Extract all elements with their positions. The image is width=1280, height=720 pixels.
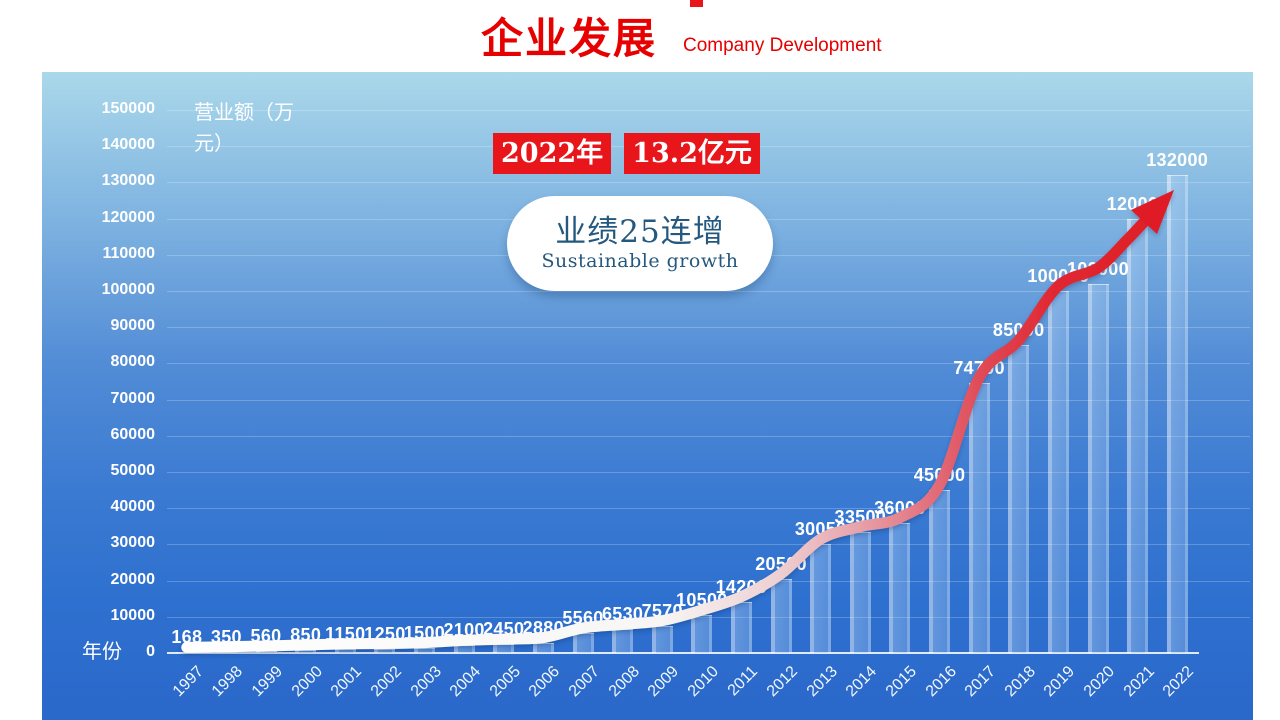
y-tick-label: 20000 (110, 570, 156, 588)
y-axis-title: 营业额（万元） (194, 102, 294, 155)
bar-2022 (1166, 175, 1188, 653)
y-tick-label: 90000 (110, 317, 156, 335)
y-tick-label: 80000 (110, 353, 156, 371)
gridline (167, 182, 1250, 184)
y-tick-label: 0 (146, 643, 155, 660)
y-tick-label: 120000 (101, 208, 155, 226)
page-title: 企业发展 (481, 15, 658, 62)
speech-bubble: 业绩25连增 Sustainable growth (507, 196, 773, 291)
y-tick-label: 140000 (101, 136, 155, 154)
gridline (167, 110, 1250, 111)
callout-badges: 2022年 13.2亿元 (493, 133, 760, 174)
y-tick-label: 100000 (101, 281, 155, 298)
y-tick-label: 50000 (110, 462, 156, 479)
growth-curve (181, 216, 1150, 653)
gridline (167, 435, 1250, 437)
page-subtitle: Company Development (683, 35, 882, 56)
bar-2000 (295, 649, 317, 653)
bar-2003 (414, 647, 435, 653)
y-tick-label: 130000 (101, 172, 155, 190)
gridline (167, 291, 1250, 292)
bar-2021 (1127, 218, 1149, 653)
y-tick-label: 150000 (101, 100, 155, 117)
bar-chart: 营业额（万元） 年份 0 10000 20000 30000 40000 50000 600… (42, 72, 1253, 720)
gridline (167, 544, 1250, 546)
gridline (167, 363, 1250, 365)
gridline (167, 580, 1250, 582)
y-tick-label: 30000 (110, 534, 156, 552)
bubble-subline: Sustainable growth (541, 250, 739, 273)
gridline (167, 327, 1250, 329)
y-tick-label: 10000 (110, 606, 156, 624)
gridline (167, 508, 1250, 510)
bar-1998 (215, 651, 237, 653)
bar-2020 (1087, 283, 1109, 653)
bar-2001 (334, 648, 356, 653)
x-axis-title: 年份 (82, 641, 122, 663)
x-axis-line (167, 652, 1199, 654)
arrowhead-icon (1131, 190, 1174, 234)
bubble-headline: 业绩25连增 (555, 213, 725, 250)
y-tick-label: 110000 (102, 244, 155, 262)
gridline (167, 472, 1250, 473)
y-tick-label: 60000 (110, 425, 156, 443)
y-tick-label: 40000 (110, 498, 156, 516)
year-badge: 2022年 (493, 133, 612, 174)
y-tick-label: 70000 (110, 389, 156, 407)
gridline (167, 616, 1250, 618)
top-red-mark (690, 0, 703, 7)
amount-badge: 13.2亿元 (624, 133, 760, 174)
growth-arrow (181, 190, 1174, 653)
gridline (167, 399, 1250, 401)
bar-value-label: 132000 (1146, 150, 1209, 171)
